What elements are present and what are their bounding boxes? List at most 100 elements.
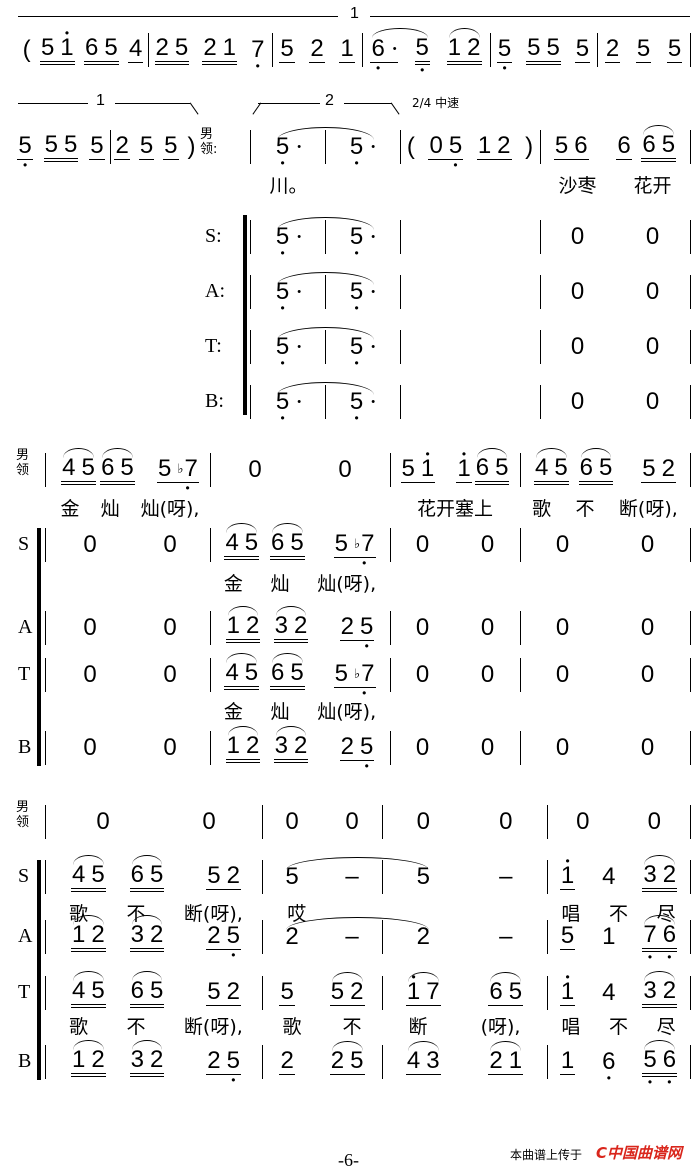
augmentation-dot: • bbox=[297, 285, 302, 298]
site-logo[interactable]: C中国曲谱网 bbox=[596, 1142, 682, 1163]
logo-icon: C bbox=[596, 1144, 608, 1162]
note: 3 bbox=[426, 1047, 440, 1074]
barline bbox=[45, 658, 47, 692]
barline bbox=[45, 976, 47, 1010]
note-group: – bbox=[344, 864, 359, 890]
note-group: 5 • • bbox=[349, 224, 376, 259]
note: 5 bbox=[285, 862, 299, 890]
note: 1 bbox=[222, 33, 237, 61]
note: 5 bbox=[104, 33, 118, 61]
slur bbox=[131, 970, 163, 981]
note: 2 bbox=[310, 35, 324, 62]
measure: 5 • • bbox=[325, 275, 400, 314]
note: 5 bbox=[244, 658, 259, 686]
lyric-word: 哎 bbox=[287, 902, 307, 925]
lyric-word: 灿(呀), bbox=[317, 572, 377, 595]
note: 6 • bbox=[662, 920, 677, 964]
note-group: 0 bbox=[645, 277, 660, 305]
note-group: 0 bbox=[162, 662, 177, 688]
slur bbox=[131, 914, 163, 925]
measure: 5 • • bbox=[252, 275, 325, 314]
barline bbox=[325, 220, 327, 254]
note: 5 • bbox=[349, 332, 364, 370]
measure: (5 1 • 6 5 4 bbox=[18, 27, 148, 67]
volta-line bbox=[115, 103, 190, 105]
note: 1 • bbox=[420, 447, 435, 482]
barline bbox=[690, 275, 692, 309]
barline bbox=[250, 275, 252, 309]
barline bbox=[382, 920, 384, 954]
upload-text: 本曲谱上传于 bbox=[510, 1148, 583, 1162]
note: 0 bbox=[645, 332, 660, 360]
lyrics-line: 唱不尽 bbox=[547, 1012, 690, 1038]
note: 0 bbox=[645, 277, 660, 305]
flat-sign: ♭ bbox=[177, 461, 184, 476]
note-group: 5 bbox=[279, 980, 295, 1006]
note: 5 bbox=[44, 130, 58, 158]
note: 5 • bbox=[360, 733, 374, 773]
barline bbox=[540, 385, 542, 419]
barline bbox=[690, 385, 692, 419]
choir-brace bbox=[243, 215, 247, 415]
measure bbox=[400, 275, 540, 309]
note-group: 2 5 • bbox=[339, 733, 375, 773]
note: 5 bbox=[149, 860, 164, 888]
note: 2 bbox=[489, 1047, 503, 1074]
volta-1-label: 1 bbox=[350, 5, 359, 22]
part-label: T: bbox=[205, 335, 222, 357]
lyrics-line: 川。 bbox=[252, 171, 325, 197]
note: 6 bbox=[130, 860, 144, 888]
note-group: – bbox=[344, 924, 359, 950]
slur bbox=[276, 271, 375, 285]
note: 6 bbox=[617, 132, 631, 159]
measure: 5 1 7 • 6 • bbox=[547, 920, 690, 964]
note: 6 bbox=[489, 978, 503, 1005]
barline bbox=[325, 385, 327, 419]
lyric-word: 不 bbox=[342, 1015, 362, 1038]
note: 2 bbox=[294, 731, 308, 759]
note-group: 0 bbox=[480, 735, 495, 761]
barline bbox=[690, 453, 692, 487]
barline bbox=[400, 330, 402, 364]
note: 4 bbox=[62, 453, 76, 481]
note-group: 0 bbox=[570, 224, 585, 250]
barline bbox=[45, 611, 47, 645]
note: 7 • bbox=[251, 35, 265, 73]
lyric-word: 金 bbox=[223, 700, 243, 723]
lyric-word: 断 bbox=[408, 1015, 428, 1038]
note: 3 bbox=[130, 1045, 144, 1073]
note-group: 5 • • bbox=[275, 279, 302, 314]
note-group: 0 bbox=[82, 662, 97, 688]
note: 2 bbox=[340, 733, 354, 760]
part-label: A bbox=[18, 616, 33, 638]
note-group: 2 bbox=[279, 1047, 295, 1075]
barline bbox=[390, 658, 392, 692]
note-group: 0 bbox=[162, 735, 177, 761]
lyrics-line: 哎 bbox=[262, 899, 382, 925]
measure: 1 2 3 2 2 5 • bbox=[50, 920, 262, 961]
slur bbox=[644, 854, 676, 865]
barline bbox=[45, 528, 47, 562]
note: 1 bbox=[226, 731, 240, 759]
volta-1-label: 1 bbox=[96, 92, 105, 109]
lyrics-line: 歌不断(呀), bbox=[520, 494, 690, 520]
note-group: 2 bbox=[416, 924, 431, 950]
measure: 1 • 7 6 5 bbox=[382, 971, 547, 1010]
slur bbox=[72, 970, 104, 981]
note: 2 bbox=[280, 1047, 294, 1074]
note: 1 bbox=[602, 922, 616, 950]
barline bbox=[272, 33, 274, 67]
